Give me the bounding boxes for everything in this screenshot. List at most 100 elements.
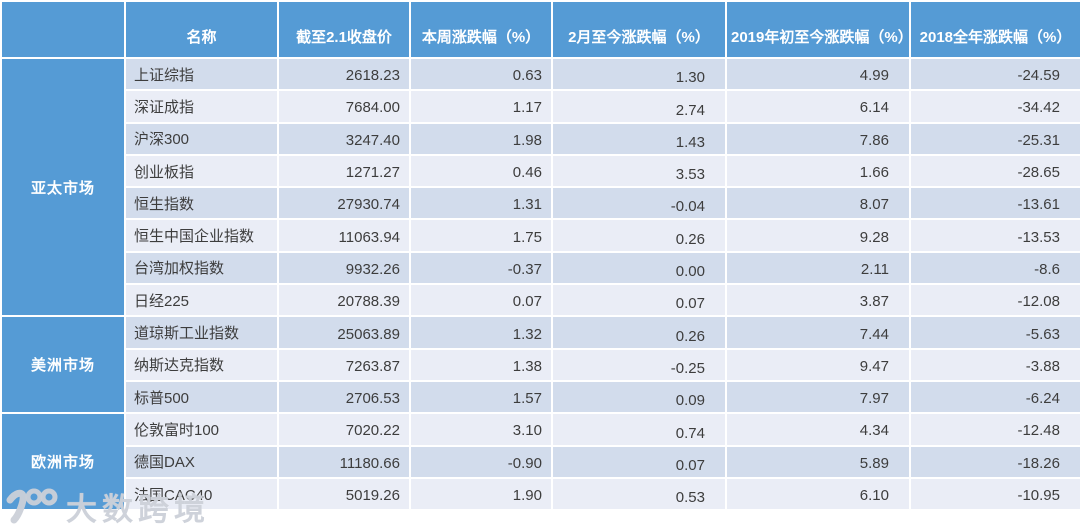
cell-feb: 2.74 <box>551 89 727 124</box>
cell-year2018: -5.63 <box>909 315 1080 350</box>
cell-close: 25063.89 <box>277 315 411 350</box>
cell-close: 7020.22 <box>277 412 411 447</box>
cell-close: 3247.40 <box>277 121 411 156</box>
row-group-label-europe: 欧洲市场 <box>0 412 126 512</box>
table-row: 标普500 2706.53 1.57 0.09 7.97 -6.24 <box>1 379 1080 415</box>
cell-feb: 1.30 <box>551 56 727 92</box>
cell-week: 1.90 <box>409 476 553 512</box>
cell-week: 0.46 <box>409 153 553 189</box>
table-row: 美洲市场 道琼斯工业指数 25063.89 1.32 0.26 7.44 -5.… <box>0 315 1080 415</box>
cell-ytd2019: 7.86 <box>725 121 911 156</box>
cell-index-name: 恒生中国企业指数 <box>124 218 279 253</box>
cell-feb: 0.09 <box>551 379 727 415</box>
cell-week: 1.75 <box>409 218 553 253</box>
cell-close: 27930.74 <box>277 186 411 221</box>
cell-year2018: -28.65 <box>909 153 1080 189</box>
cell-ytd2019: 3.87 <box>725 283 911 318</box>
cell-feb: 0.07 <box>551 444 727 479</box>
cell-feb: 0.26 <box>551 315 727 350</box>
cell-year2018: -34.42 <box>909 89 1080 124</box>
header-row: 名称 截至2.1收盘价 本周涨跌幅（%） 2月至今涨跌幅（%） 2019年初至今… <box>0 0 1080 59</box>
cell-close: 9932.26 <box>277 250 411 286</box>
cell-week: 0.63 <box>409 56 553 92</box>
cell-close: 1271.27 <box>277 153 411 189</box>
cell-close: 2706.53 <box>277 379 411 415</box>
cell-year2018: -12.08 <box>909 283 1080 318</box>
cell-index-name: 伦敦富时100 <box>124 412 279 447</box>
table-row: 创业板指 1271.27 0.46 3.53 1.66 -28.65 <box>1 153 1080 189</box>
cell-week: 3.10 <box>409 412 553 447</box>
cell-week: 1.38 <box>409 347 553 382</box>
cell-index-name: 道琼斯工业指数 <box>124 315 279 350</box>
cell-close: 5019.26 <box>277 476 411 512</box>
cell-index-name: 恒生指数 <box>124 186 279 221</box>
cell-index-name: 德国DAX <box>124 444 279 479</box>
cell-ytd2019: 7.44 <box>725 315 911 350</box>
cell-feb: -0.25 <box>551 347 727 382</box>
table-row: 台湾加权指数 9932.26 -0.37 0.00 2.11 -8.6 <box>1 250 1080 286</box>
cell-index-name: 深证成指 <box>124 89 279 124</box>
cell-index-name: 纳斯达克指数 <box>124 347 279 382</box>
cell-week: 1.31 <box>409 186 553 221</box>
cell-feb: 0.07 <box>551 283 727 318</box>
cell-week: 1.57 <box>409 379 553 415</box>
cell-week: 1.98 <box>409 121 553 156</box>
table-row: 纳斯达克指数 7263.87 1.38 -0.25 9.47 -3.88 <box>1 347 1080 382</box>
table-row: 沪深300 3247.40 1.98 1.43 7.86 -25.31 <box>1 121 1080 156</box>
cell-feb: 0.26 <box>551 218 727 253</box>
cell-year2018: -18.26 <box>909 444 1080 479</box>
table-row: 日经225 20788.39 0.07 0.07 3.87 -12.08 <box>1 283 1080 318</box>
cell-week: -0.37 <box>409 250 553 286</box>
cell-year2018: -12.48 <box>909 412 1080 447</box>
cell-index-name: 日经225 <box>124 283 279 318</box>
cell-week: 1.32 <box>409 315 553 350</box>
cell-feb: 0.74 <box>551 412 727 447</box>
cell-feb: 0.53 <box>551 476 727 512</box>
cell-year2018: -25.31 <box>909 121 1080 156</box>
cell-year2018: -13.61 <box>909 186 1080 221</box>
cell-feb: 3.53 <box>551 153 727 189</box>
cell-ytd2019: 9.28 <box>725 218 911 253</box>
table-row: 恒生中国企业指数 11063.94 1.75 0.26 9.28 -13.53 <box>1 218 1080 253</box>
column-header-name: 名称 <box>124 0 279 59</box>
cell-close: 20788.39 <box>277 283 411 318</box>
column-header-week: 本周涨跌幅（%） <box>409 0 553 59</box>
cell-index-name: 沪深300 <box>124 121 279 156</box>
cell-index-name: 创业板指 <box>124 153 279 189</box>
cell-year2018: -8.6 <box>909 250 1080 286</box>
cell-week: -0.90 <box>409 444 553 479</box>
cell-ytd2019: 2.11 <box>725 250 911 286</box>
cell-ytd2019: 5.89 <box>725 444 911 479</box>
cell-index-name: 上证综指 <box>124 56 279 92</box>
row-group-label-asia-pacific: 亚太市场 <box>0 56 126 318</box>
column-header-feb: 2月至今涨跌幅（%） <box>551 0 727 59</box>
cell-feb: 1.43 <box>551 121 727 156</box>
cell-index-name: 台湾加权指数 <box>124 250 279 286</box>
table-row: 恒生指数 27930.74 1.31 -0.04 8.07 -13.61 <box>1 186 1080 221</box>
cell-ytd2019: 7.97 <box>725 379 911 415</box>
column-header-ytd2019: 2019年初至今涨跌幅（%） <box>725 0 911 59</box>
table-row: 欧洲市场 伦敦富时100 7020.22 3.10 0.74 4.34 -12.… <box>0 412 1080 512</box>
cell-feb: 0.00 <box>551 250 727 286</box>
column-header-close: 截至2.1收盘价 <box>277 0 411 59</box>
cell-ytd2019: 6.10 <box>725 476 911 512</box>
table-row: 法国CAC40 5019.26 1.90 0.53 6.10 -10.95 <box>1 476 1080 512</box>
cell-close: 11063.94 <box>277 218 411 253</box>
cell-year2018: -6.24 <box>909 379 1080 415</box>
corner-cell <box>0 0 126 59</box>
cell-ytd2019: 9.47 <box>725 347 911 382</box>
cell-ytd2019: 1.66 <box>725 153 911 189</box>
table-row: 德国DAX 11180.66 -0.90 0.07 5.89 -18.26 <box>1 444 1080 479</box>
cell-week: 0.07 <box>409 283 553 318</box>
table-row: 深证成指 7684.00 1.17 2.74 6.14 -34.42 <box>1 89 1080 124</box>
cell-close: 7684.00 <box>277 89 411 124</box>
column-header-year2018: 2018全年涨跌幅（%） <box>909 0 1080 59</box>
cell-year2018: -10.95 <box>909 476 1080 512</box>
cell-close: 2618.23 <box>277 56 411 92</box>
cell-year2018: -13.53 <box>909 218 1080 253</box>
market-index-table: 名称 截至2.1收盘价 本周涨跌幅（%） 2月至今涨跌幅（%） 2019年初至今… <box>0 0 1080 512</box>
cell-index-name: 法国CAC40 <box>124 476 279 512</box>
row-group-label-americas: 美洲市场 <box>0 315 126 415</box>
cell-ytd2019: 4.34 <box>725 412 911 447</box>
